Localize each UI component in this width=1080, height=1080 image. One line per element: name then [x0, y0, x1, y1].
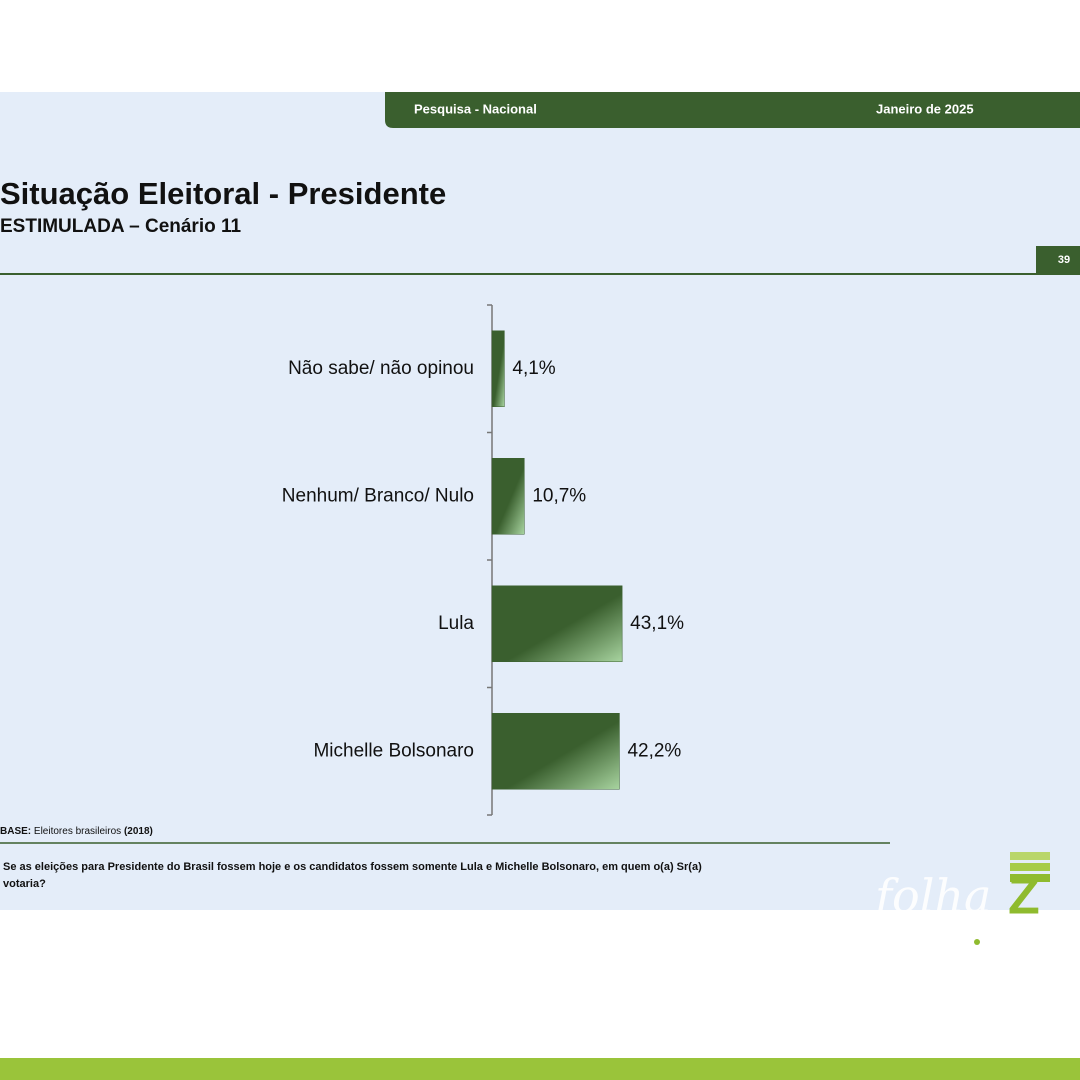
header-left: Pesquisa - Nacional — [414, 101, 537, 116]
category-label: Não sabe/ não opinou — [288, 358, 474, 379]
header-bar — [385, 92, 1080, 128]
bar — [491, 585, 623, 662]
bar — [491, 713, 620, 790]
base-year: (2018) — [124, 826, 153, 837]
question-line: votaria? — [3, 878, 46, 890]
base-label: BASE: — [0, 826, 31, 837]
bar — [491, 458, 525, 535]
value-label: 43,1% — [630, 613, 684, 634]
value-label: 42,2% — [627, 740, 681, 761]
category-label: Nenhum/ Branco/ Nulo — [282, 485, 474, 506]
value-label: 4,1% — [512, 358, 555, 379]
logo-stripe — [1010, 874, 1050, 882]
bottom-band — [0, 1058, 1080, 1080]
chart-title: Situação Eleitoral - Presidente — [0, 176, 446, 211]
question-line: Se as eleições para Presidente do Brasil… — [3, 861, 702, 873]
chart-area: Não sabe/ não opinou 4,1% Nenhum/ Branco/ … — [282, 304, 684, 816]
chart-subtitle: ESTIMULADA – Cenário 11 — [0, 216, 242, 237]
header-right: Janeiro de 2025 — [876, 101, 974, 116]
base-note: BASE: Eleitores brasileiros (2018) — [0, 826, 153, 837]
logo-letter: Z — [1008, 868, 1040, 926]
logo-stripe — [1010, 863, 1050, 871]
page-number: 39 — [1058, 254, 1070, 266]
category-label: Lula — [438, 613, 474, 634]
value-label: 10,7% — [532, 485, 586, 506]
category-label: Michelle Bolsonaro — [313, 740, 474, 761]
logo-text: folha — [872, 869, 991, 923]
logo: folha Z — [872, 852, 1050, 945]
logo-stripe — [1010, 852, 1050, 860]
base-text: Eleitores brasileiros — [34, 826, 121, 837]
page-number-box — [1036, 246, 1080, 273]
bar — [491, 330, 505, 407]
logo-dot — [974, 939, 980, 945]
